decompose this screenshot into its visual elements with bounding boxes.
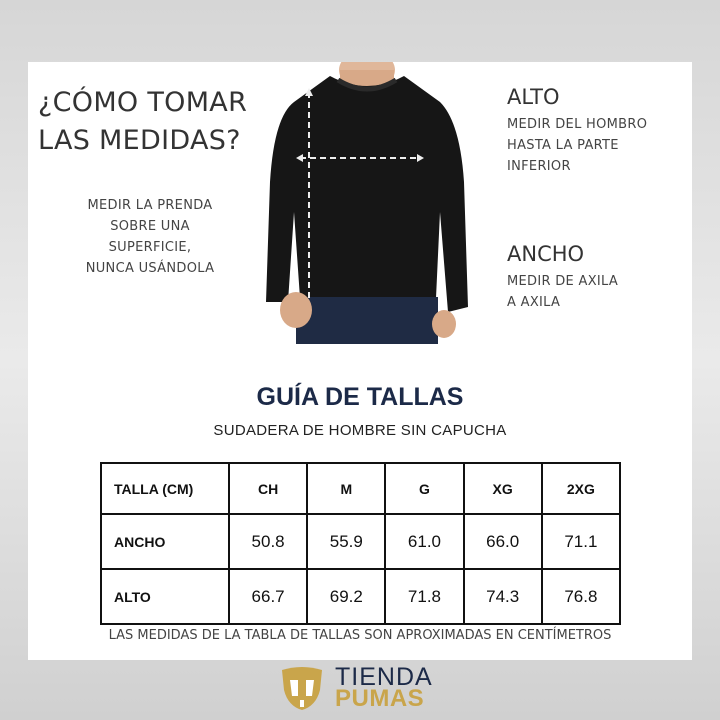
ancho-line: MEDIR DE AXILA [507,274,619,289]
instruction-line: NUNCA USÁNDOLA [85,261,215,276]
table-cell: 74.3 [462,568,543,625]
sweater-image [266,62,468,344]
table-cell: 50.8 [227,513,309,570]
alto-heading: ALTO [507,85,560,109]
header-cell: CH [227,462,309,515]
table-cell: 55.9 [306,513,387,570]
header-cell: TALLA (CM) [100,462,230,515]
header-cell: 2XG [540,462,622,515]
ancho-heading: ANCHO [507,242,585,266]
table-cell: 66.7 [227,568,309,625]
alto-line: MEDIR DEL HOMBRO [507,117,648,132]
row-label: ANCHO [100,513,230,570]
logo-line1: TIENDA [335,663,433,691]
alto-line: HASTA LA PARTE [507,138,619,153]
table-row: ALTO 66.7 69.2 71.8 74.3 76.8 [100,568,622,625]
table-header-row: TALLA (CM) CH M G XG 2XG [100,462,622,515]
alto-description: MEDIR DEL HOMBRO HASTA LA PARTE INFERIOR [507,114,647,177]
logo-line2: PUMAS [335,685,425,712]
title-line: LAS MEDIDAS? [38,125,241,156]
ancho-line: A AXILA [507,295,561,310]
table-cell: 76.8 [540,568,622,625]
instruction-line: MEDIR LA PRENDA [87,198,213,213]
instruction-line: SUPERFICIE, [108,240,192,255]
header-cell: G [384,462,465,515]
size-table: TALLA (CM) CH M G XG 2XG ANCHO 50.8 55.9… [100,462,622,625]
measure-instructions: MEDIR LA PRENDA SOBRE UNA SUPERFICIE, NU… [60,195,240,279]
table-row: ANCHO 50.8 55.9 61.0 66.0 71.1 [100,513,622,570]
instruction-line: SOBRE UNA [110,219,190,234]
tienda-pumas-logo: TIENDA PUMAS [278,663,448,714]
guide-title: GUÍA DE TALLAS [256,383,464,411]
table-cell: 71.1 [540,513,622,570]
how-to-title: ¿CÓMO TOMAR LAS MEDIDAS? [38,84,247,160]
header-cell: M [306,462,387,515]
table-cell: 61.0 [384,513,465,570]
header-cell: XG [462,462,543,515]
footnote: LAS MEDIDAS DE LA TABLA DE TALLAS SON AP… [108,628,612,643]
table-cell: 69.2 [306,568,387,625]
table-cell: 66.0 [462,513,543,570]
row-label: ALTO [100,568,230,625]
pumas-logo-icon [282,667,322,710]
title-line: ¿CÓMO TOMAR [38,87,248,118]
ancho-description: MEDIR DE AXILA A AXILA [507,271,618,313]
alto-line: INFERIOR [507,159,571,174]
table-cell: 71.8 [384,568,465,625]
guide-subtitle: SUDADERA DE HOMBRE SIN CAPUCHA [213,422,507,439]
